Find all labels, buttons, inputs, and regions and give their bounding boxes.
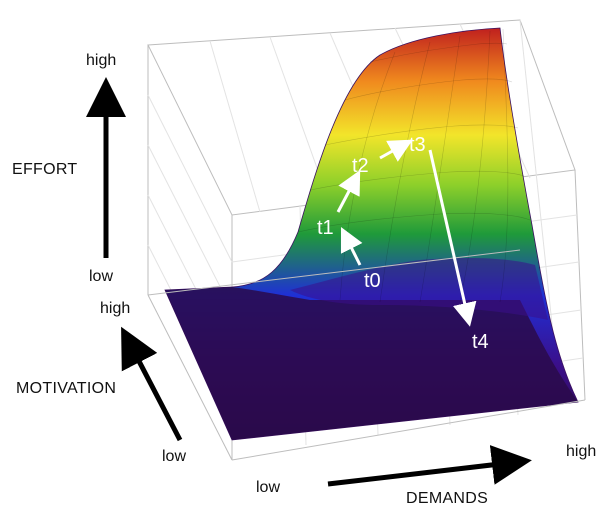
point-label-t1: t1 [317,217,334,239]
trajectory-labels: t0 t1 t2 t3 t4 [317,134,489,353]
effort-high-label: high [86,52,117,69]
box-front-frame [147,249,586,461]
arrow-t2-t3 [379,139,413,162]
motivation-high-label: high [100,300,131,317]
demands-low-label: low [256,479,281,496]
arrow-t3-t4 [428,149,477,327]
demands-axis-title: DEMANDS [406,490,489,507]
demands-high-label: high [566,443,597,460]
point-label-t3: t3 [409,134,426,156]
point-label-t4: t4 [472,331,489,353]
axis-arrows [86,77,532,487]
trajectory-arrows [336,139,477,327]
point-label-t0: t0 [364,270,381,292]
effort-axis-title: EFFORT [12,161,78,178]
effort-low-label: low [89,268,114,285]
motivation-axis-title: MOTIVATION [16,380,117,397]
motivation-low-label: low [162,448,187,465]
arrow-t1-t2 [336,170,361,213]
demands-axis-arrow [327,445,532,487]
arrow-t0-t1 [340,226,363,266]
motivation-axis-arrow [121,326,183,442]
point-label-t2: t2 [352,155,369,177]
